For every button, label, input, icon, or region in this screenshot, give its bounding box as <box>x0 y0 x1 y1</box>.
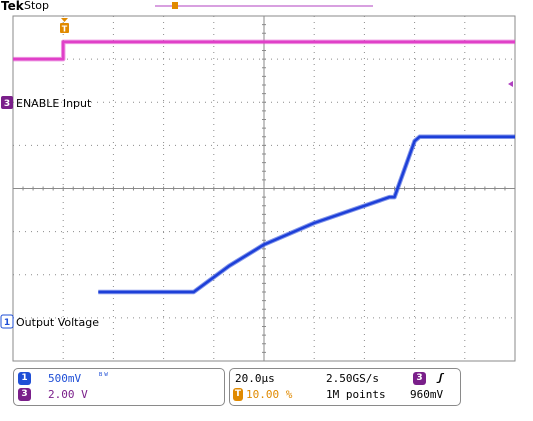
ch1-marker-number: 1 <box>4 318 10 328</box>
trigger-source-row[interactable]: 3 ʃ <box>413 371 453 386</box>
vertical-readout[interactable]: 1 500mV ᴮᵂ 3 2.00 V <box>13 368 225 406</box>
horizontal-readout[interactable]: 20.0µs T 10.00 % 2.50GS/s 1M points 3 ʃ … <box>229 368 461 406</box>
waveform-traces <box>13 39 515 295</box>
sample-rate: 2.50GS/s <box>326 372 379 385</box>
trace-ch1-glow <box>98 134 515 295</box>
bandwidth-limit-icon: ᴮᵂ <box>98 372 109 382</box>
trace-ch1 <box>98 135 515 294</box>
acquisition-state: Stop <box>24 0 50 12</box>
trigger-position-value: 10.00 % <box>246 388 293 401</box>
ch3-badge: 3 <box>18 388 31 401</box>
record-length: 1M points <box>326 388 386 401</box>
ch3-marker-number: 3 <box>4 99 10 109</box>
trigger-level: 960mV <box>410 388 444 401</box>
status-bar: Tek Stop <box>0 0 533 14</box>
record-length-bar <box>155 2 373 9</box>
brand-logo: Tek <box>1 0 24 13</box>
trace-ch3 <box>13 40 515 61</box>
ch3-ground-marker[interactable]: 3 <box>1 96 13 109</box>
trigger-position-marker[interactable]: T <box>60 18 69 34</box>
ch3-label: ENABLE Input <box>16 97 92 110</box>
record-view-marker <box>172 2 178 9</box>
trigger-level-marker[interactable] <box>508 81 513 87</box>
ch1-label: Output Voltage <box>16 316 99 329</box>
ch1-badge: 1 <box>18 372 31 385</box>
ch3-scale: 2.00 V <box>48 388 88 401</box>
ch1-ground-marker[interactable]: 1 <box>0 314 14 329</box>
trigger-source-badge: 3 <box>413 372 426 385</box>
ch1-scale: 500mV <box>48 372 82 385</box>
trigger-position-icon: T <box>233 388 243 401</box>
svg-text:T: T <box>62 25 68 34</box>
rising-edge-icon: ʃ <box>437 371 444 384</box>
time-per-div: 20.0µs <box>235 372 275 385</box>
graticule <box>12 15 516 362</box>
